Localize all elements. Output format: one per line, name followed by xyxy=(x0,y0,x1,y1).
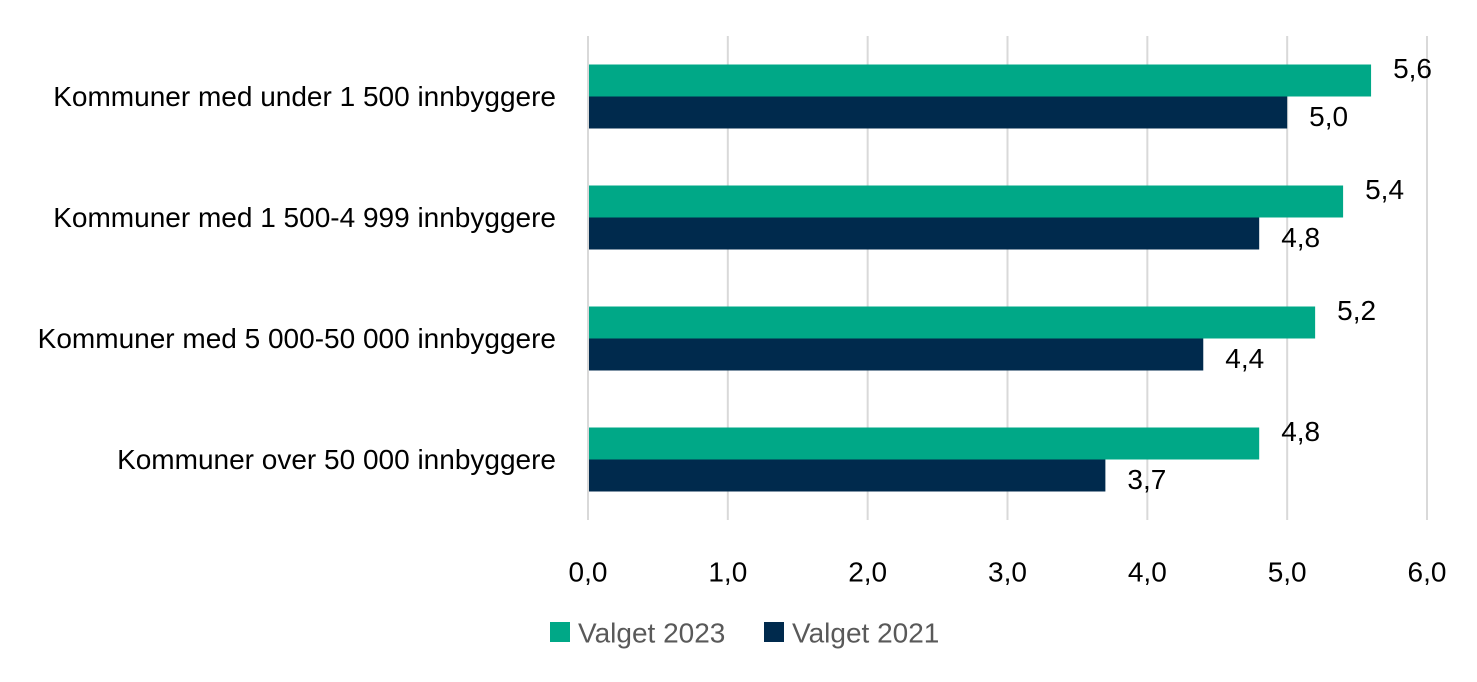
bar xyxy=(588,185,1344,218)
x-tick-label: 3,0 xyxy=(988,557,1027,588)
category-labels: Kommuner med under 1 500 innbyggere Kommu… xyxy=(38,81,556,475)
data-label: 4,4 xyxy=(1225,343,1264,374)
category-label: Kommuner med 1 500-4 999 innbyggere xyxy=(53,202,556,233)
x-tick-label: 1,0 xyxy=(708,557,747,588)
category-label: Kommuner over 50 000 innbyggere xyxy=(117,444,556,475)
bar xyxy=(588,217,1260,250)
x-tick-label: 5,0 xyxy=(1268,557,1307,588)
legend-label: Valget 2021 xyxy=(792,618,939,649)
legend: Valget 2023 Valget 2021 xyxy=(550,618,939,649)
legend-label: Valget 2023 xyxy=(578,618,725,649)
data-label: 5,4 xyxy=(1365,174,1404,205)
legend-swatch xyxy=(550,622,570,642)
legend-swatch xyxy=(764,622,784,642)
bars xyxy=(588,64,1372,492)
bar xyxy=(588,427,1260,460)
data-labels: 5,6 5,0 5,4 4,8 5,2 4,4 4,8 3,7 xyxy=(1127,53,1432,495)
data-label: 4,8 xyxy=(1281,222,1320,253)
category-label: Kommuner med under 1 500 innbyggere xyxy=(53,81,556,112)
data-label: 3,7 xyxy=(1127,464,1166,495)
bar xyxy=(588,96,1288,129)
x-tick-label: 4,0 xyxy=(1128,557,1167,588)
bar xyxy=(588,64,1372,97)
x-tick-label: 2,0 xyxy=(848,557,887,588)
data-label: 5,0 xyxy=(1309,101,1348,132)
data-label: 4,8 xyxy=(1281,416,1320,447)
x-tick-label: 6,0 xyxy=(1408,557,1447,588)
bar xyxy=(588,338,1204,371)
x-tick-label: 0,0 xyxy=(569,557,608,588)
x-tick-labels: 0,0 1,0 2,0 3,0 4,0 5,0 6,0 xyxy=(569,557,1447,588)
data-label: 5,2 xyxy=(1337,295,1376,326)
bar xyxy=(588,459,1106,492)
category-label: Kommuner med 5 000-50 000 innbyggere xyxy=(38,323,556,354)
data-label: 5,6 xyxy=(1393,53,1432,84)
bar xyxy=(588,306,1316,339)
